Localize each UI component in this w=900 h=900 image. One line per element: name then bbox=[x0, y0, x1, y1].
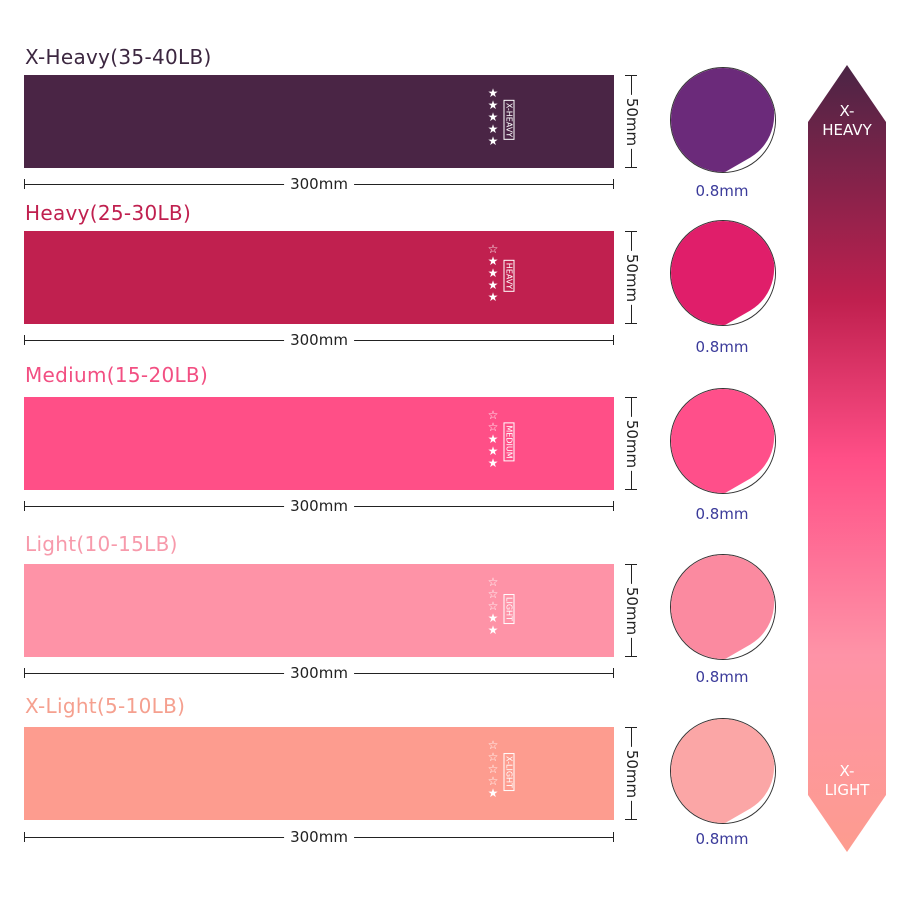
star-filled-icon: ★ bbox=[487, 98, 499, 112]
band-title: X-Heavy(35-40LB) bbox=[25, 45, 212, 69]
star-filled-icon: ★ bbox=[487, 290, 499, 304]
thickness-closeup bbox=[670, 388, 776, 494]
star-filled-icon: ★ bbox=[487, 786, 499, 800]
length-dimension: 300mm bbox=[24, 828, 614, 846]
band-tag: ☆ ☆ ☆ ★ ★ LIGHT bbox=[486, 576, 546, 642]
thickness-label: 0.8mm bbox=[695, 338, 749, 356]
rating-stars: ☆ ☆ ☆ ☆ ★ bbox=[486, 739, 500, 799]
thickness-closeup bbox=[670, 554, 776, 660]
star-empty-icon: ☆ bbox=[487, 242, 499, 256]
width-label: 50mm bbox=[623, 583, 641, 638]
star-empty-icon: ☆ bbox=[487, 738, 499, 752]
band-swatch: ☆ ☆ ★ ★ ★ MEDIUM bbox=[24, 397, 614, 490]
band-level-label: X-LIGHT bbox=[503, 753, 515, 791]
star-filled-icon: ★ bbox=[487, 122, 499, 136]
resistance-scale-arrow: X- HEAVY X- LIGHT bbox=[808, 65, 886, 852]
scale-top-line1: X- bbox=[839, 102, 855, 120]
star-filled-icon: ★ bbox=[487, 623, 499, 637]
width-dimension: 50mm bbox=[623, 727, 641, 820]
thickness-label: 0.8mm bbox=[695, 668, 749, 686]
thickness-label: 0.8mm bbox=[695, 505, 749, 523]
band-swatch: ☆ ★ ★ ★ ★ HEAVY bbox=[24, 231, 614, 324]
band-tag: ☆ ☆ ★ ★ ★ MEDIUM bbox=[486, 409, 546, 475]
star-filled-icon: ★ bbox=[487, 432, 499, 446]
rating-stars: ☆ ☆ ☆ ★ ★ bbox=[486, 576, 500, 636]
rating-stars: ★ ★ ★ ★ ★ bbox=[486, 87, 500, 147]
star-empty-icon: ☆ bbox=[487, 762, 499, 776]
band-tag: ☆ ☆ ☆ ☆ ★ X-LIGHT bbox=[486, 739, 546, 805]
star-filled-icon: ★ bbox=[487, 278, 499, 292]
band-title: Heavy(25-30LB) bbox=[25, 201, 192, 225]
thickness-label: 0.8mm bbox=[695, 182, 749, 200]
star-empty-icon: ☆ bbox=[487, 750, 499, 764]
star-filled-icon: ★ bbox=[487, 134, 499, 148]
band-title: Light(10-15LB) bbox=[25, 532, 178, 556]
thickness-closeup bbox=[670, 718, 776, 824]
band-swatch: ☆ ☆ ☆ ☆ ★ X-LIGHT bbox=[24, 727, 614, 820]
star-empty-icon: ☆ bbox=[487, 420, 499, 434]
band-swatch: ☆ ☆ ☆ ★ ★ LIGHT bbox=[24, 564, 614, 657]
width-dimension: 50mm bbox=[623, 564, 641, 657]
band-level-label: MEDIUM bbox=[503, 422, 515, 462]
width-dimension: 50mm bbox=[623, 75, 641, 168]
band-level-label: X-HEAVY bbox=[503, 99, 515, 141]
thickness-closeup bbox=[670, 220, 776, 326]
length-dimension: 300mm bbox=[24, 664, 614, 682]
band-tag: ★ ★ ★ ★ ★ X-HEAVY bbox=[486, 87, 546, 153]
band-title: X-Light(5-10LB) bbox=[25, 694, 186, 718]
scale-arrow-shape bbox=[808, 65, 886, 852]
star-empty-icon: ☆ bbox=[487, 575, 499, 589]
length-dimension: 300mm bbox=[24, 331, 614, 349]
thickness-label: 0.8mm bbox=[695, 830, 749, 848]
star-empty-icon: ☆ bbox=[487, 408, 499, 422]
scale-bottom-line1: X- bbox=[839, 762, 855, 780]
star-filled-icon: ★ bbox=[487, 456, 499, 470]
width-dimension: 50mm bbox=[623, 397, 641, 490]
star-filled-icon: ★ bbox=[487, 611, 499, 625]
star-filled-icon: ★ bbox=[487, 266, 499, 280]
scale-top-line2: HEAVY bbox=[822, 121, 872, 139]
rating-stars: ☆ ★ ★ ★ ★ bbox=[486, 243, 500, 303]
star-filled-icon: ★ bbox=[487, 86, 499, 100]
width-label: 50mm bbox=[623, 94, 641, 149]
thickness-closeup bbox=[670, 67, 776, 173]
star-filled-icon: ★ bbox=[487, 110, 499, 124]
band-title: Medium(15-20LB) bbox=[25, 363, 209, 387]
band-level-label: HEAVY bbox=[503, 259, 515, 293]
length-label: 300mm bbox=[284, 497, 354, 515]
scale-bottom-line2: LIGHT bbox=[824, 781, 870, 799]
star-filled-icon: ★ bbox=[487, 254, 499, 268]
length-dimension: 300mm bbox=[24, 175, 614, 193]
band-level-label: LIGHT bbox=[503, 594, 515, 624]
scale-top-label: X- HEAVY bbox=[808, 102, 886, 140]
star-empty-icon: ☆ bbox=[487, 599, 499, 613]
star-empty-icon: ☆ bbox=[487, 587, 499, 601]
length-label: 300mm bbox=[284, 664, 354, 682]
length-dimension: 300mm bbox=[24, 497, 614, 515]
width-dimension: 50mm bbox=[623, 231, 641, 324]
rating-stars: ☆ ☆ ★ ★ ★ bbox=[486, 409, 500, 469]
band-swatch: ★ ★ ★ ★ ★ X-HEAVY bbox=[24, 75, 614, 168]
star-filled-icon: ★ bbox=[487, 444, 499, 458]
width-label: 50mm bbox=[623, 416, 641, 471]
length-label: 300mm bbox=[284, 331, 354, 349]
band-tag: ☆ ★ ★ ★ ★ HEAVY bbox=[486, 243, 546, 309]
length-label: 300mm bbox=[284, 175, 354, 193]
width-label: 50mm bbox=[623, 250, 641, 305]
star-empty-icon: ☆ bbox=[487, 774, 499, 788]
length-label: 300mm bbox=[284, 828, 354, 846]
width-label: 50mm bbox=[623, 746, 641, 801]
scale-bottom-label: X- LIGHT bbox=[808, 762, 886, 800]
